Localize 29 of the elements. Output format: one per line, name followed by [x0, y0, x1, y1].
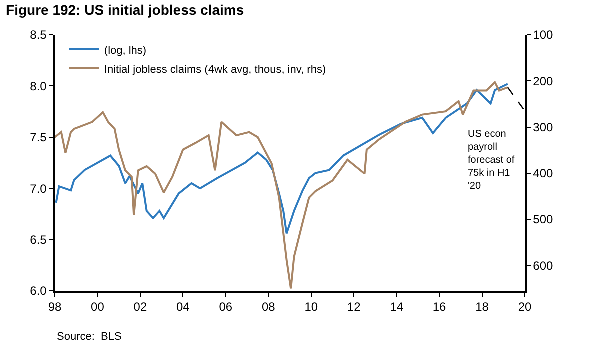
y-tick-label: 7.0 — [30, 182, 48, 196]
chart-title: Figure 192: US initial jobless claims — [6, 2, 244, 18]
y-tick-label: 6.0 — [30, 284, 48, 298]
x-tick-label: 10 — [304, 300, 318, 314]
y2-tick-label: 300 — [533, 120, 554, 134]
x-tick-label: 08 — [262, 300, 276, 314]
y-tick-label: 7.5 — [30, 130, 48, 145]
x-tick-label: 06 — [219, 300, 233, 314]
x-tick-label: 02 — [134, 300, 148, 314]
annotation: US econ payroll forecast of 75k in H1 '20 — [468, 129, 515, 192]
x-tick-label: 00 — [91, 300, 105, 314]
x-tick-label: 12 — [347, 300, 362, 314]
y-tick-label: 8.5 — [30, 28, 48, 42]
y-tick-label: 6.5 — [30, 233, 48, 247]
y2-tick-label: 500 — [533, 212, 554, 227]
y2-tick-label: 400 — [533, 166, 554, 181]
x-tick-label: 14 — [390, 300, 404, 314]
x-tick-label: 98 — [48, 300, 62, 314]
y-tick-label: 8.0 — [30, 79, 48, 94]
x-tick-label: 20 — [518, 300, 532, 314]
legend-label: Initial jobless claims (4wk avg, thous, inv, rhs) — [104, 64, 326, 76]
x-tick-label: 04 — [176, 300, 190, 314]
source-note: Source: BLS — [57, 331, 122, 341]
y2-tick-label: 200 — [533, 74, 554, 88]
y2-tick-label: 100 — [533, 28, 554, 42]
x-tick-label: 18 — [476, 300, 490, 314]
legend-label: (log, lhs) — [104, 44, 147, 57]
y2-tick-label: 600 — [533, 258, 554, 273]
x-tick-label: 16 — [432, 300, 447, 314]
